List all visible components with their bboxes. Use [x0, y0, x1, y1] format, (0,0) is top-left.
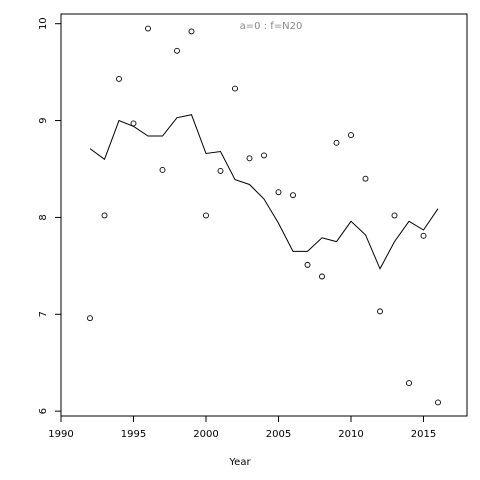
point	[246, 155, 253, 162]
x-tick-label: 1995	[121, 429, 146, 440]
point	[391, 212, 398, 219]
point	[261, 152, 267, 159]
point	[377, 308, 383, 315]
point	[362, 175, 369, 182]
point	[116, 75, 122, 82]
point	[420, 232, 427, 239]
x-axis-label: Year	[228, 457, 251, 468]
point	[101, 212, 108, 219]
x-tick-label: 1990	[48, 429, 73, 440]
point	[145, 25, 151, 32]
point	[188, 28, 195, 35]
point	[232, 85, 238, 92]
point	[275, 189, 282, 196]
y-tick-label: 10	[38, 17, 49, 30]
y-tick-label: 9	[38, 117, 49, 123]
point	[304, 261, 311, 268]
point	[290, 192, 296, 199]
point	[319, 273, 325, 280]
y-tick-label: 6	[38, 408, 49, 414]
point	[87, 315, 93, 322]
annotation: a=0 : f=N20	[240, 21, 303, 32]
point	[333, 139, 340, 146]
x-tick-label: 2000	[193, 429, 218, 440]
point	[435, 399, 441, 406]
point	[348, 132, 354, 139]
point	[174, 47, 180, 54]
x-tick-label: 2005	[266, 429, 291, 440]
x-tick-label: 2010	[338, 429, 363, 440]
x-tick-label: 2015	[411, 429, 436, 440]
point	[217, 167, 224, 174]
line	[89, 114, 439, 270]
y-tick-label: 8	[38, 214, 49, 220]
plot-frame	[60, 13, 468, 417]
point	[406, 380, 412, 387]
point	[159, 167, 166, 173]
point	[203, 212, 209, 219]
y-tick-label: 7	[38, 311, 49, 317]
